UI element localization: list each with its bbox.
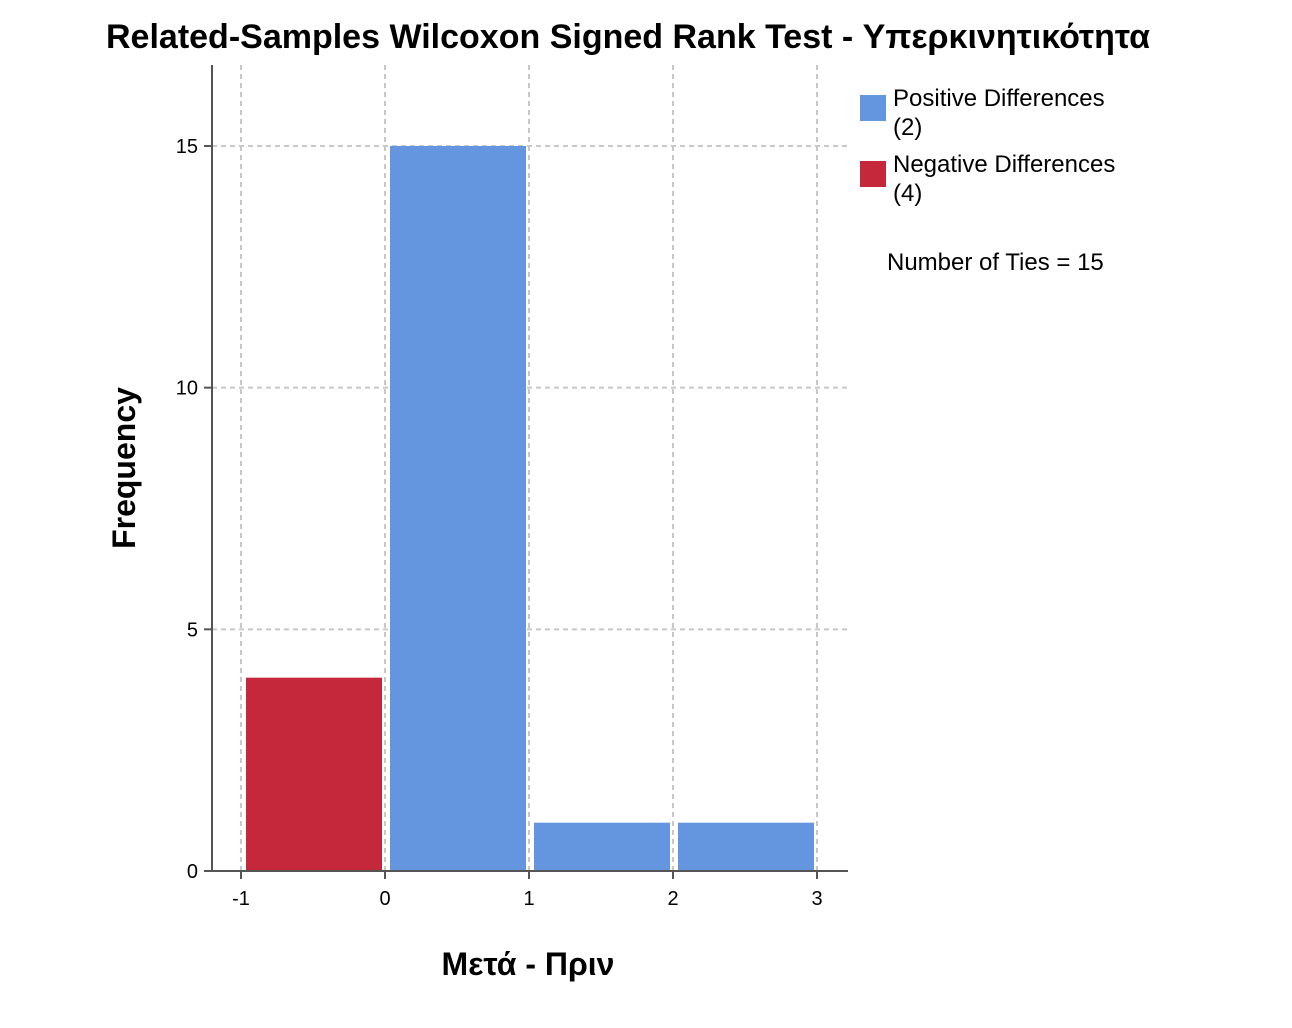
histogram-bar	[534, 822, 670, 871]
x-tick-label: 1	[523, 888, 534, 910]
x-tick-label: 3	[811, 888, 822, 910]
y-tick-label: 10	[176, 378, 198, 400]
x-tick-label: -1	[232, 888, 250, 910]
histogram-bar	[678, 822, 814, 871]
legend-swatch	[860, 95, 886, 121]
grid	[212, 65, 848, 871]
legend-count: (2)	[893, 114, 922, 141]
y-tick-labels: 0 5 10 15	[176, 136, 212, 883]
legend-label: Negative Differences	[893, 151, 1115, 178]
x-tick-labels: -1 0 1 2 3	[232, 871, 823, 910]
histogram-bar	[246, 677, 382, 871]
chart-title: Related-Samples Wilcoxon Signed Rank Tes…	[106, 18, 1150, 56]
y-tick-label: 5	[187, 619, 198, 641]
y-axis-title: Frequency	[106, 387, 142, 549]
legend-swatch	[860, 161, 886, 187]
legend: Positive Differences(2) Negative Differen…	[860, 85, 1115, 207]
x-tick-label: 0	[379, 888, 390, 910]
legend-label: Positive Differences	[893, 85, 1105, 112]
ties-note: Number of Ties = 15	[887, 249, 1104, 276]
legend-count: (4)	[893, 180, 922, 207]
bars	[246, 146, 814, 871]
histogram-bar	[390, 146, 526, 871]
x-axis-title: Μετά - Πριν	[442, 946, 615, 982]
y-tick-label: 0	[187, 861, 198, 883]
x-tick-label: 2	[667, 888, 678, 910]
y-tick-label: 15	[176, 136, 198, 158]
